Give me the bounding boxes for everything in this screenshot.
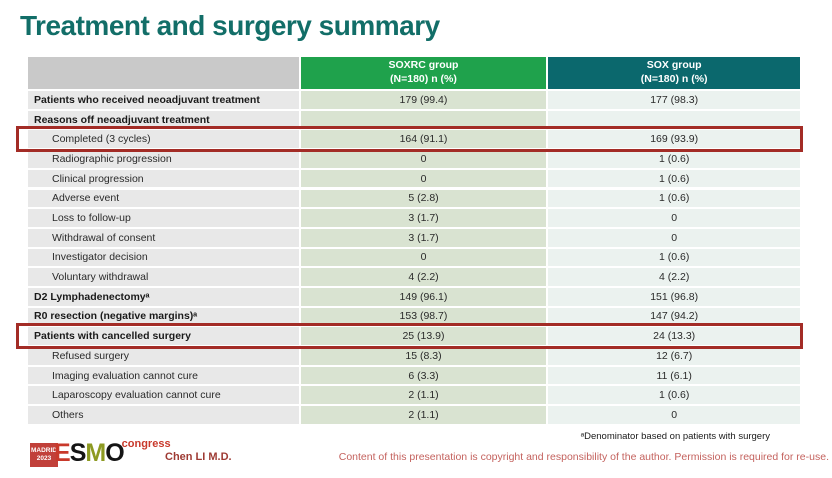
author-name: Chen LI M.D. [165, 451, 232, 463]
esmo-wordmark: E S M O [54, 439, 125, 467]
soxrc-value: 2 (1.1) [300, 406, 547, 424]
sox-value: 1 (0.6) [548, 386, 800, 404]
esmo-letter: S [69, 439, 87, 467]
esmo-letter: O [105, 439, 124, 467]
table-row: Voluntary withdrawal 4 (2.2) 4 (2.2) [28, 268, 800, 286]
esmo-congress-logo: MADRID 2023 E S M O congress [30, 438, 171, 467]
header-sox-line1: SOX group [646, 59, 702, 72]
soxrc-value: 179 (99.4) [300, 91, 547, 109]
sox-value: 151 (96.8) [548, 287, 800, 306]
soxrc-value: 3 (1.7) [300, 209, 547, 227]
row-label: Radiographic progression [28, 150, 299, 168]
soxrc-value: 25 (13.9) [300, 327, 547, 345]
soxrc-value: 0 [300, 150, 547, 168]
logo-year: 2023 [36, 455, 52, 462]
table-row: Others 2 (1.1) 0 [28, 406, 800, 424]
sox-value: 24 (13.3) [548, 327, 800, 345]
esmo-letter: E [54, 439, 71, 467]
logo-city: MADRID [31, 447, 57, 455]
madrid-2023-badge: MADRID 2023 [30, 443, 58, 467]
treatment-summary-table: SOXRC group (N=180) n (%) SOX group (N=1… [16, 57, 803, 424]
congress-label: congress [121, 438, 171, 450]
soxrc-value: 6 (3.3) [300, 366, 547, 385]
row-label: R0 resection (negative margins)ᵃ [28, 307, 299, 326]
soxrc-value: 5 (2.8) [300, 189, 547, 208]
sox-value: 0 [548, 228, 800, 247]
sox-value: 0 [548, 209, 800, 227]
sox-value: 4 (2.2) [548, 268, 800, 286]
sox-value: 11 (6.1) [548, 366, 800, 385]
header-soxrc-line1: SOXRC group [388, 59, 459, 72]
soxrc-value: 3 (1.7) [300, 228, 547, 247]
header-sox-group: SOX group (N=180) n (%) [548, 57, 800, 89]
sox-value: 1 (0.6) [548, 169, 800, 188]
soxrc-value: 15 (8.3) [300, 347, 547, 365]
table-row: Completed (3 cycles) 164 (91.1) 169 (93.9) [16, 126, 803, 153]
table-row: Laparoscopy evaluation cannot cure 2 (1.1… [28, 386, 800, 404]
table-row: Clinical progression 0 1 (0.6) [28, 169, 800, 188]
table-row: Adverse event 5 (2.8) 1 (0.6) [28, 189, 800, 208]
table-row: Radiographic progression 0 1 (0.6) [28, 150, 800, 168]
header-sox-line2: (N=180) n (%) [640, 73, 708, 85]
table-row: R0 resection (negative margins)ᵃ 153 (98.… [28, 307, 800, 326]
table-body: Patients who received neoadjuvant treatm… [16, 91, 803, 424]
sox-value [548, 110, 800, 129]
soxrc-value: 153 (98.7) [300, 307, 547, 326]
row-label: Patients with cancelled surgery [28, 327, 299, 345]
table-row: Reasons off neoadjuvant treatment [28, 110, 800, 129]
soxrc-value: 149 (96.1) [300, 287, 547, 306]
sox-value: 177 (98.3) [548, 91, 800, 109]
table-row: Patients who received neoadjuvant treatm… [28, 91, 800, 109]
sox-value: 1 (0.6) [548, 189, 800, 208]
denominator-footnote: ᵃDenominator based on patients with surg… [580, 431, 770, 442]
row-label: Imaging evaluation cannot cure [28, 366, 299, 385]
row-label: Adverse event [28, 189, 299, 208]
table-row: Refused surgery 15 (8.3) 12 (6.7) [28, 347, 800, 365]
row-label: Others [28, 406, 299, 424]
soxrc-value: 164 (91.1) [300, 130, 547, 149]
sox-value: 12 (6.7) [548, 347, 800, 365]
sox-value: 0 [548, 406, 800, 424]
row-label: Loss to follow-up [28, 209, 299, 227]
table-row: Patients with cancelled surgery 25 (13.9)… [16, 323, 803, 349]
sox-value: 147 (94.2) [548, 307, 800, 326]
soxrc-value: 0 [300, 248, 547, 267]
slide-title: Treatment and surgery summary [20, 10, 440, 41]
row-label: Reasons off neoadjuvant treatment [28, 110, 299, 129]
row-label: Patients who received neoadjuvant treatm… [28, 91, 299, 109]
header-soxrc-line2: (N=180) n (%) [390, 73, 457, 85]
row-label: Laparoscopy evaluation cannot cure [28, 386, 299, 404]
table-header-row: SOXRC group (N=180) n (%) SOX group (N=1… [28, 57, 800, 89]
table-row: Imaging evaluation cannot cure 6 (3.3) 11 … [28, 366, 800, 385]
header-label-column [28, 57, 299, 89]
sox-value: 1 (0.6) [548, 150, 800, 168]
soxrc-value [300, 110, 547, 129]
row-label: Investigator decision [28, 248, 299, 267]
row-label: D2 Lymphadenectomyᵃ [28, 287, 299, 306]
header-soxrc-group: SOXRC group (N=180) n (%) [300, 57, 547, 89]
soxrc-value: 2 (1.1) [300, 386, 547, 404]
row-label: Voluntary withdrawal [28, 268, 299, 286]
copyright-notice: Content of this presentation is copyrigh… [338, 451, 829, 463]
table-row: D2 Lymphadenectomyᵃ 149 (96.1) 151 (96.8) [28, 287, 800, 306]
sox-value: 169 (93.9) [548, 130, 800, 149]
soxrc-value: 4 (2.2) [300, 268, 547, 286]
table-row: Investigator decision 0 1 (0.6) [28, 248, 800, 267]
row-label: Refused surgery [28, 347, 299, 365]
row-label: Withdrawal of consent [28, 228, 299, 247]
row-label: Clinical progression [28, 169, 299, 188]
sox-value: 1 (0.6) [548, 248, 800, 267]
esmo-letter: M [85, 439, 106, 467]
table-row: Loss to follow-up 3 (1.7) 0 [28, 209, 800, 227]
soxrc-value: 0 [300, 169, 547, 188]
table-row: Withdrawal of consent 3 (1.7) 0 [28, 228, 800, 247]
row-label: Completed (3 cycles) [28, 130, 299, 149]
